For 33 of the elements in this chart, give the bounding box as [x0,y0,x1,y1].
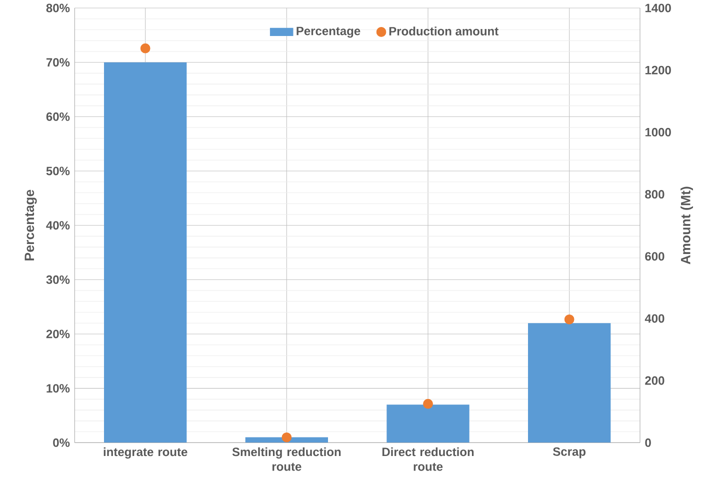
x-tick-label: Smelting reduction route [232,447,341,471]
y2-tick-label: 1200 [645,66,671,74]
legend-label: Percentage [296,26,360,38]
bar [386,404,470,443]
y2-tick-label: 400 [644,314,664,323]
y-tick-label: 60% [46,112,70,121]
legend-label: Production amount [389,26,498,36]
y2-tick-label: 0 [645,438,651,447]
y-tick-label: 10% [46,384,70,393]
y-tick-label: 80% [46,4,70,12]
y2-tick-label: 600 [645,252,664,261]
y2-axis-title: Amount (Mt) [680,186,693,264]
x-tick-label: Direct reduction route [382,447,474,471]
y2-tick-label: 1400 [645,4,671,12]
x-tick-label: integrate route [104,447,188,459]
y-axis-title: Percentage [24,190,37,260]
y-tick-label: 40% [46,221,70,230]
y2-tick-label: 800 [645,190,664,199]
y2-tick-label: 200 [645,376,664,385]
y-tick-label: 70% [46,58,70,67]
bar [104,62,187,443]
point [140,43,150,54]
y-tick-label: 0% [53,438,70,447]
bar [245,437,328,443]
y-tick-label: 30% [46,275,70,284]
point [564,314,574,324]
y2-tick-label: 1000 [645,128,671,136]
x-tick-label: Scrap [553,447,586,458]
point [282,432,292,442]
bar [528,323,611,443]
point [423,398,433,409]
y-tick-label: 20% [46,330,70,338]
y-tick-label: 50% [46,166,70,176]
